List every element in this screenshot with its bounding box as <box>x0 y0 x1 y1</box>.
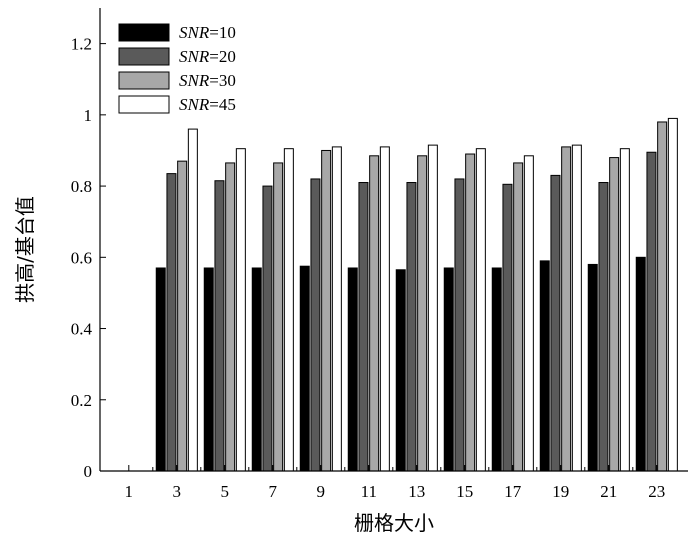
bar-5-series-1 <box>203 267 214 472</box>
bar-17-series-4 <box>523 155 534 472</box>
x-tick-label: 21 <box>600 482 617 501</box>
legend: SNR=10 SNR=20 SNR=30 SNR=45 <box>118 23 236 114</box>
bar-19-series-1 <box>539 260 550 472</box>
legend-swatch-4 <box>118 95 170 114</box>
bar-11-series-2 <box>358 182 369 472</box>
bar-7-series-3 <box>273 162 284 472</box>
bar-21-series-1 <box>587 263 598 472</box>
legend-label-1: SNR=10 <box>179 23 236 42</box>
bar-11-series-3 <box>369 155 380 472</box>
bar-9-series-1 <box>299 265 310 472</box>
y-tick-label: 0.8 <box>71 177 92 196</box>
bar-17-series-3 <box>513 162 524 472</box>
bar-11-series-1 <box>347 267 358 472</box>
x-tick-label: 15 <box>456 482 473 501</box>
bar-3-series-3 <box>177 160 188 472</box>
bar-5-series-3 <box>225 162 236 472</box>
x-tick-label: 3 <box>173 482 182 501</box>
bar-19-series-2 <box>550 174 561 472</box>
axes-group: 00.20.40.60.811.21 3 5 7 9 11 13 15 17 19 21 23 <box>71 8 688 501</box>
bar-21-series-4 <box>619 148 630 472</box>
bar-15-series-3 <box>465 153 476 472</box>
bar-9-series-4 <box>331 146 342 472</box>
bar-13-series-2 <box>406 182 417 472</box>
y-axis-title: 拱高/基台值 <box>13 196 37 303</box>
bar-9-series-2 <box>310 178 321 472</box>
x-tick-label: 9 <box>317 482 326 501</box>
x-tick-label: 19 <box>552 482 569 501</box>
legend-swatch-2 <box>118 47 170 66</box>
bar-13-series-3 <box>417 155 428 472</box>
bar-17-series-2 <box>502 183 513 472</box>
bar-15-series-4 <box>475 148 486 472</box>
bar-11-series-4 <box>379 146 390 472</box>
bar-19-series-4 <box>571 144 582 472</box>
x-tick-label: 23 <box>648 482 665 501</box>
bar-5-series-2 <box>214 180 225 472</box>
bar-7-series-2 <box>262 185 273 472</box>
bar-3-series-1 <box>155 267 166 472</box>
x-axis-title: 栅格大小 <box>354 511 434 535</box>
bars-group <box>155 117 678 472</box>
legend-swatch-3 <box>118 71 170 90</box>
y-tick-label: 1 <box>84 106 93 125</box>
bar-5-series-4 <box>235 148 246 472</box>
bar-15-series-1 <box>443 267 454 472</box>
y-tick-label: 1.2 <box>71 35 92 54</box>
x-tick-label: 7 <box>269 482 278 501</box>
bar-9-series-3 <box>321 149 332 472</box>
bar-21-series-3 <box>609 157 620 472</box>
bar-15-series-2 <box>454 178 465 472</box>
x-tick-label: 11 <box>361 482 377 501</box>
legend-label-3: SNR=30 <box>179 71 236 90</box>
x-tick-label: 5 <box>221 482 230 501</box>
bar-7-series-1 <box>251 267 262 472</box>
legend-label-2: SNR=20 <box>179 47 236 66</box>
bar-3-series-4 <box>187 128 198 472</box>
legend-swatch-1 <box>118 23 170 42</box>
bar-3-series-2 <box>166 173 177 472</box>
x-tick-label: 1 <box>125 482 134 501</box>
bar-7-series-4 <box>283 148 294 472</box>
bar-13-series-1 <box>395 269 406 472</box>
bar-23-series-2 <box>646 151 657 472</box>
bar-21-series-2 <box>598 182 609 472</box>
bar-19-series-3 <box>561 146 572 472</box>
y-tick-label: 0.4 <box>71 320 93 339</box>
x-tick-label: 17 <box>504 482 522 501</box>
legend-label-4: SNR=45 <box>179 95 236 114</box>
y-tick-label: 0.2 <box>71 391 92 410</box>
y-tick-label: 0.6 <box>71 248 92 267</box>
y-tick-label: 0 <box>84 462 93 481</box>
bar-23-series-4 <box>667 117 678 472</box>
bar-17-series-1 <box>491 267 502 472</box>
x-tick-label: 13 <box>408 482 425 501</box>
bar-23-series-3 <box>657 121 668 472</box>
bar-13-series-4 <box>427 144 438 472</box>
bar-23-series-1 <box>635 256 646 472</box>
